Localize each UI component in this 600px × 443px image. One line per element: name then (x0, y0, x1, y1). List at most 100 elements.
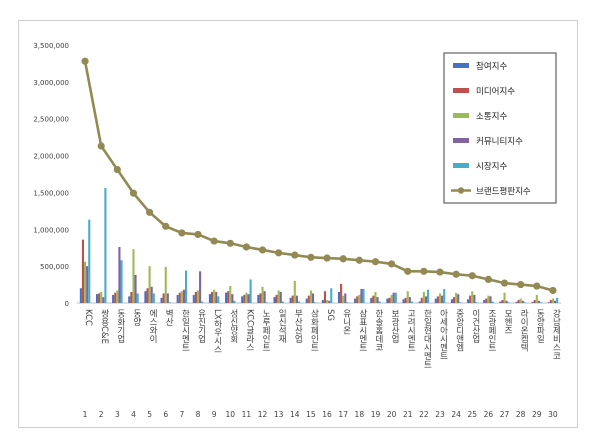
x-tick-label: 삼표시멘트 (357, 308, 367, 351)
rank-label: 5 (147, 410, 152, 419)
bar (404, 297, 407, 303)
bar (420, 297, 423, 303)
rank-label: 19 (371, 410, 381, 419)
bar (144, 291, 147, 303)
rank-label: 22 (419, 410, 429, 419)
bar (418, 301, 421, 303)
line-point (97, 142, 105, 150)
bar (128, 296, 131, 303)
bar (539, 302, 543, 303)
bar (515, 301, 518, 303)
bar (84, 261, 87, 303)
bar (455, 292, 458, 303)
bar (100, 291, 103, 303)
bar (328, 300, 331, 303)
line-point (420, 267, 428, 275)
bar (436, 296, 439, 303)
bar (342, 295, 345, 303)
line-point (404, 267, 412, 275)
line-point (484, 275, 492, 284)
y-tick-label: 2,500,000 (33, 116, 69, 124)
legend-swatch (453, 113, 469, 118)
x-tick-label: 고려시멘트 (406, 309, 416, 352)
bar (148, 266, 151, 303)
bar (227, 291, 230, 303)
rank-label: 28 (516, 410, 526, 419)
line-point (162, 222, 170, 230)
bar (118, 246, 121, 303)
bar (132, 249, 135, 303)
x-tick-label: 벽산 (164, 308, 174, 326)
bar (231, 294, 234, 303)
y-tick-label: 1,500,000 (33, 189, 69, 197)
legend-label: 참여지수 (476, 61, 507, 72)
bar (521, 300, 524, 303)
bar (98, 293, 101, 303)
bar (356, 296, 359, 303)
rank-label: 13 (274, 410, 284, 419)
line-point (323, 254, 331, 262)
bar (199, 271, 202, 303)
bar (116, 290, 119, 303)
bar (487, 295, 490, 303)
bar (257, 294, 260, 303)
bar (305, 298, 308, 303)
bar (523, 302, 526, 303)
bar (146, 288, 149, 303)
bar (86, 266, 89, 303)
line-point (436, 268, 444, 276)
line-point (468, 272, 476, 280)
bar (406, 291, 409, 303)
line-point (549, 286, 557, 295)
x-tick-label: 쌍용C&E (99, 308, 109, 343)
bar (374, 291, 377, 303)
bar (354, 298, 357, 303)
bar (217, 296, 220, 303)
rank-label: 12 (258, 410, 268, 419)
x-tick-label: 유진기업 (196, 309, 206, 343)
bar (386, 298, 389, 303)
bar (360, 288, 363, 303)
bar (533, 300, 536, 303)
bar (210, 291, 214, 303)
x-tick-label: 노루페인트 (261, 309, 271, 352)
bar (485, 298, 488, 303)
bar (549, 300, 552, 303)
rank-label: 20 (387, 410, 397, 419)
bar (160, 297, 163, 303)
x-tick-label: 한솔홈데코 (373, 309, 383, 352)
bar (459, 302, 462, 303)
line-point (533, 282, 541, 290)
x-tick-label: LX하우시스 (212, 309, 222, 354)
bar (162, 293, 165, 303)
x-tick-label: 부산산업 (293, 309, 303, 343)
bar (410, 301, 413, 303)
legend-label: 미디어지수 (476, 86, 515, 97)
x-tick-label: 동화기업 (115, 309, 125, 343)
y-axis: 0 500,000 1,000,000 1,500,000 2,000,000 2,500… (33, 42, 561, 308)
line-point (517, 280, 525, 289)
line-point (388, 260, 396, 268)
line-point (81, 57, 89, 65)
bar (422, 291, 425, 303)
bar (275, 294, 278, 303)
bar (196, 290, 200, 303)
bar (112, 294, 115, 303)
legend-swatch (453, 63, 469, 68)
bar (434, 298, 437, 303)
bar (499, 301, 502, 303)
line-point (275, 249, 283, 257)
line-point (355, 256, 363, 264)
bar (501, 300, 504, 303)
y-tick-label: 500,000 (40, 263, 69, 271)
line-point (258, 246, 267, 254)
bar (457, 294, 460, 303)
bar (150, 286, 153, 303)
rank-label: 10 (225, 410, 235, 419)
chart-frame: 0 500,000 1,000,000 1,500,000 2,000,000 2,500… (18, 20, 578, 428)
bar (79, 288, 82, 303)
x-tick-label: 삼화페인트 (309, 308, 319, 351)
bar (309, 290, 312, 303)
rank-label: 25 (467, 410, 477, 419)
line-point (307, 253, 315, 261)
